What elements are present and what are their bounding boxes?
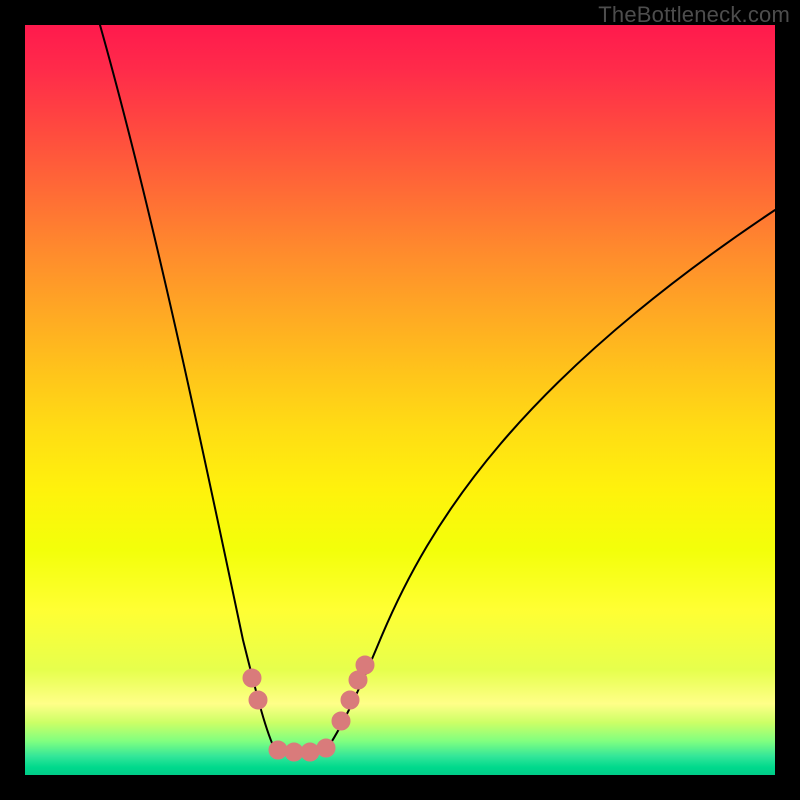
marker-point xyxy=(317,739,335,757)
chart-canvas: TheBottleneck.com xyxy=(0,0,800,800)
marker-point xyxy=(301,743,319,761)
plot-area xyxy=(25,25,775,775)
chart-svg xyxy=(0,0,800,800)
marker-point xyxy=(249,691,267,709)
marker-point xyxy=(285,743,303,761)
watermark-text: TheBottleneck.com xyxy=(598,2,790,28)
marker-point xyxy=(269,741,287,759)
marker-point xyxy=(332,712,350,730)
marker-point xyxy=(243,669,261,687)
marker-point xyxy=(356,656,374,674)
marker-point xyxy=(341,691,359,709)
